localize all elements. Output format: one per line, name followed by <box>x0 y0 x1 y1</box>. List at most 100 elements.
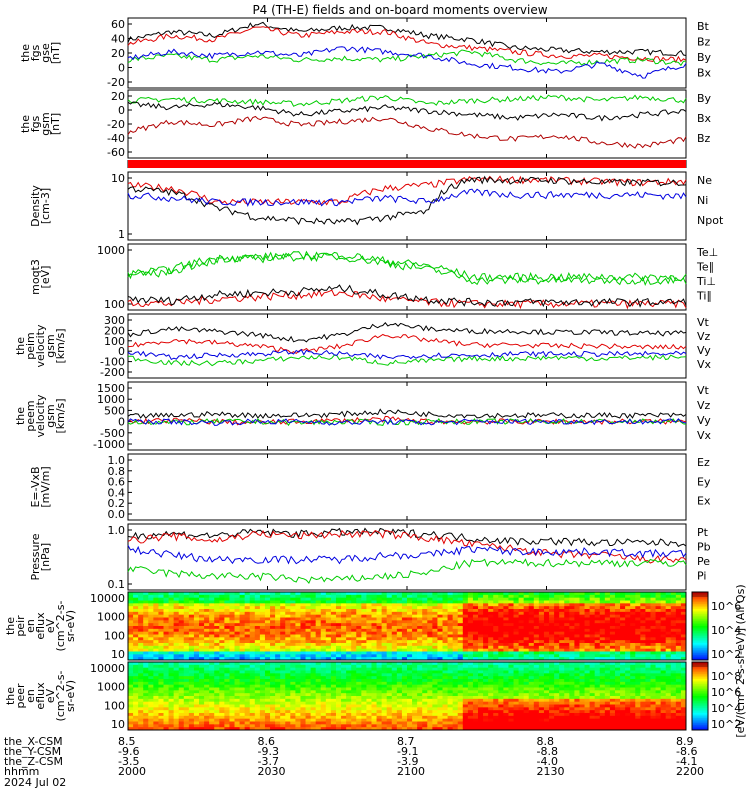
spectrogram-cell <box>574 603 580 607</box>
spectrogram-cell <box>229 592 236 596</box>
spectrogram-cell <box>148 648 154 652</box>
spectrogram-cell <box>219 662 225 666</box>
spectrogram-cell <box>508 634 515 638</box>
spectrogram-cell <box>320 662 327 666</box>
spectrogram-cell <box>680 611 687 616</box>
spectrogram-cell <box>356 614 362 618</box>
spectrogram-cell <box>148 611 154 616</box>
spectrogram-cell <box>391 603 398 607</box>
spectrogram-cell <box>523 651 530 655</box>
spectrogram-cell <box>310 631 317 635</box>
spectrogram-cell <box>518 701 525 705</box>
spectrogram-cell <box>229 631 236 635</box>
spectrogram-cell <box>513 631 520 635</box>
spectrogram-cell <box>508 670 515 674</box>
spectrogram-cell <box>310 681 317 686</box>
spectrogram-cell <box>183 623 190 627</box>
spectrogram-cell <box>660 614 667 618</box>
spectrogram-cell <box>305 643 312 647</box>
spectrogram-cell <box>457 654 464 658</box>
spectrogram-cell <box>483 676 489 680</box>
spectrogram-cell <box>254 696 261 700</box>
spectrogram-cell <box>295 623 301 627</box>
spectrogram-cell <box>640 594 646 599</box>
spectrogram-cell <box>381 597 388 601</box>
spectrogram-cell <box>584 623 591 627</box>
spectrogram-cell <box>234 715 241 720</box>
spectrogram-cell <box>457 667 464 671</box>
spectrogram-cell <box>620 614 626 618</box>
spectrogram-cell <box>412 715 418 720</box>
spectrogram-cell <box>193 597 200 601</box>
spectrogram-cell <box>675 654 682 658</box>
spectrogram-cell <box>381 628 388 633</box>
spectrogram-cell <box>305 698 312 703</box>
spectrogram-cell <box>478 727 484 731</box>
spectrogram-cell <box>543 693 550 697</box>
spectrogram-cell <box>188 645 195 650</box>
spectrogram-cell <box>609 623 616 627</box>
spectrogram-cell <box>478 687 484 691</box>
spectrogram-cell <box>625 620 631 624</box>
spectrogram-cell <box>193 623 200 627</box>
spectrogram-cell <box>335 681 342 686</box>
y-tick-label: 0.8 <box>108 465 126 478</box>
spectrogram-cell <box>665 631 672 635</box>
spectrogram-cell <box>579 634 586 638</box>
spectrogram-cell <box>680 645 687 650</box>
spectrogram-cell <box>493 631 499 635</box>
spectrogram-cell <box>533 713 540 717</box>
spectrogram-cell <box>467 664 474 669</box>
spectrogram-cell <box>543 643 550 647</box>
spectrogram-cell <box>249 713 256 717</box>
spectrogram-cell <box>315 715 322 720</box>
spectrogram-cell <box>330 640 337 644</box>
spectrogram-cell <box>259 617 266 621</box>
spectrogram-cell <box>381 603 388 607</box>
spectrogram-cell <box>665 628 672 633</box>
spectrogram-cell <box>554 592 560 596</box>
spectrogram-cell <box>523 654 530 658</box>
spectrogram-cell <box>264 690 271 694</box>
spectrogram-cell <box>128 640 134 644</box>
spectrogram-cell <box>574 631 580 635</box>
spectrogram-cell <box>168 690 175 694</box>
spectrogram-cell <box>143 707 149 711</box>
spectrogram-cell <box>320 614 327 618</box>
spectrogram-cell <box>518 670 525 674</box>
spectrogram-cell <box>330 603 337 607</box>
spectrogram-cell <box>447 679 454 683</box>
spectrogram-cell <box>554 634 560 638</box>
spectrogram-cell <box>153 676 159 680</box>
spectrogram-cell <box>574 623 580 627</box>
spectrogram-cell <box>549 645 555 650</box>
spectrogram-cell <box>432 676 438 680</box>
spectrogram-cell <box>188 704 195 708</box>
spectrogram-cell <box>285 637 291 641</box>
spectrogram-cell <box>538 620 545 624</box>
spectrogram-cell <box>447 623 454 627</box>
spectrogram-cell <box>300 617 307 621</box>
spectrogram-cell <box>310 710 317 714</box>
spectrogram-cell <box>574 651 580 655</box>
spectrogram-cell <box>630 603 636 607</box>
spectrogram-cell <box>523 640 530 644</box>
spectrogram-cell <box>417 664 423 669</box>
spectrogram-cell <box>290 724 296 728</box>
spectrogram-cell <box>183 648 190 652</box>
spectrogram-cell <box>513 670 520 674</box>
spectrogram-cell <box>452 645 459 650</box>
spectrogram-cell <box>229 600 236 604</box>
spectrogram-cell <box>346 687 352 691</box>
spectrogram-cell <box>462 721 469 725</box>
spectrogram-cell <box>330 676 337 680</box>
spectrogram-cell <box>275 631 281 635</box>
spectrogram-cell <box>422 628 428 633</box>
spectrogram-cell <box>599 614 606 618</box>
spectrogram-cell <box>381 721 388 725</box>
spectrogram-cell <box>219 597 225 601</box>
spectrogram-cell <box>244 667 251 671</box>
spectrogram-cell <box>549 597 555 601</box>
spectrogram-cell <box>675 597 682 601</box>
spectrogram-cell <box>275 670 281 674</box>
